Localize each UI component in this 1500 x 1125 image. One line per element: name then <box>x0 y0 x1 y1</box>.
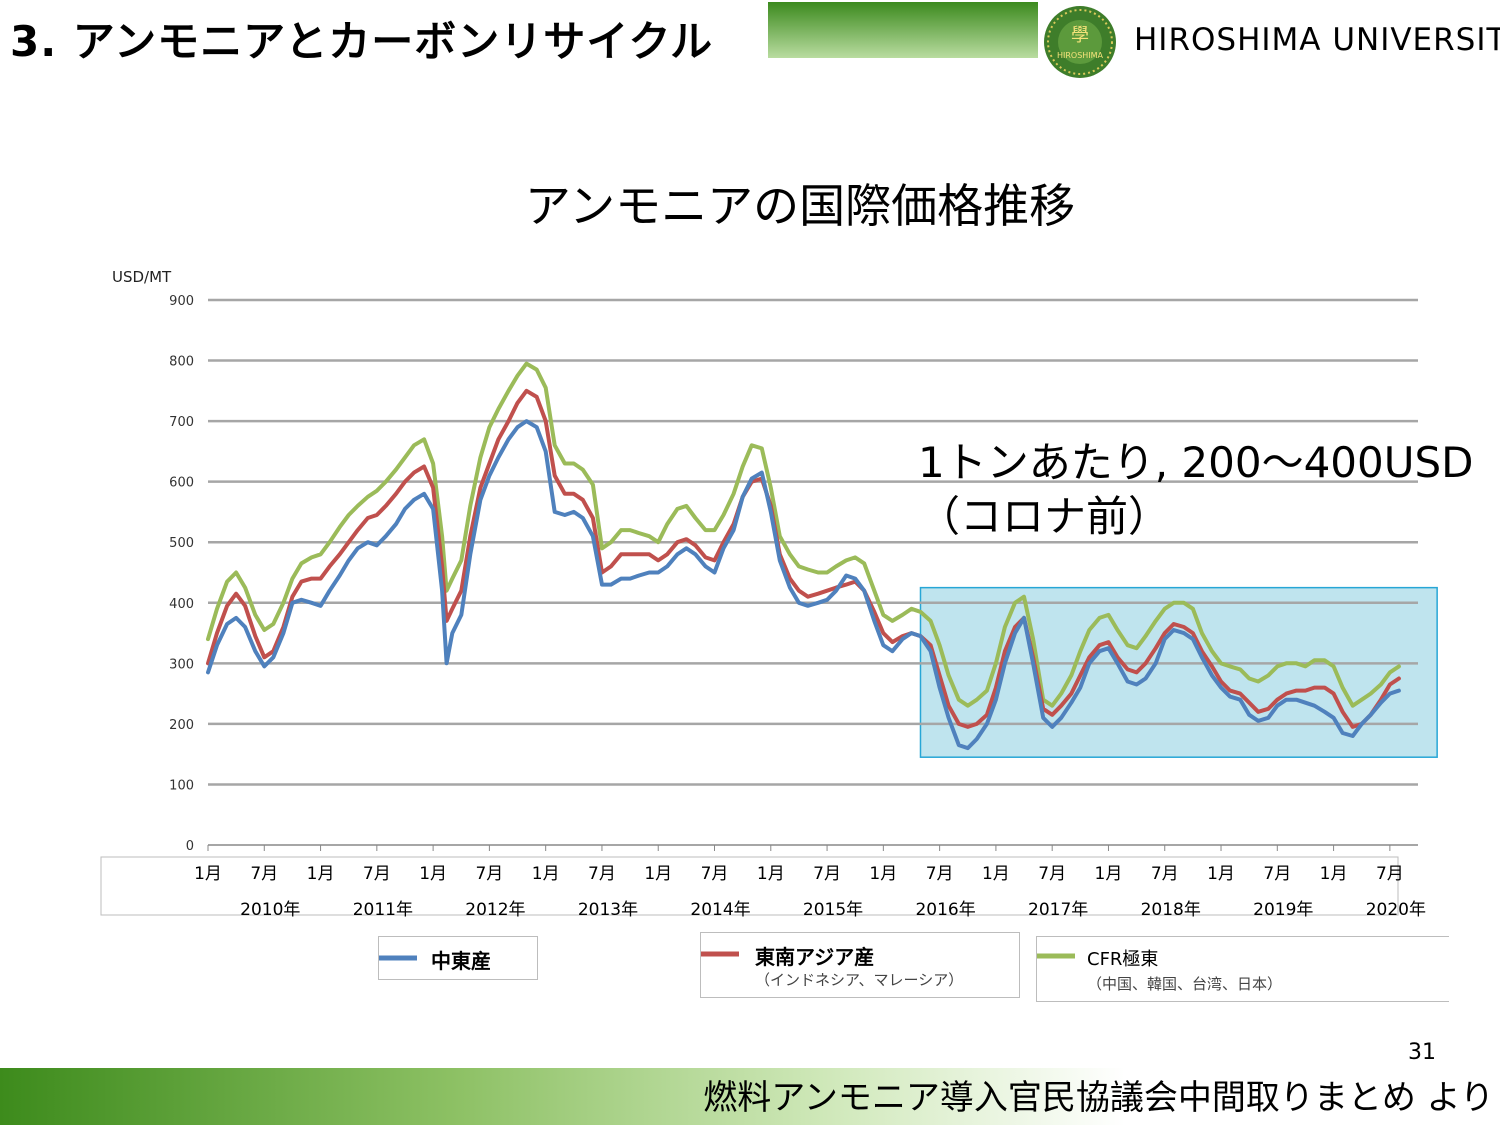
price-annotation: 1トンあたり, 200～400USD （コロナ前） <box>918 436 1474 544</box>
y-tick-label: 400 <box>169 597 194 612</box>
y-tick-label: 500 <box>169 536 194 551</box>
legend-item-middle-east: 中東産 <box>378 936 538 980</box>
x-month-label: 7月 <box>1151 864 1179 884</box>
x-month-label: 1月 <box>532 864 560 884</box>
page-number: 31 <box>1408 1040 1436 1065</box>
logo-character: 學 <box>1071 25 1089 46</box>
university-logo: 學 HIROSHIMA <box>1044 6 1116 78</box>
x-month-label: 7月 <box>250 864 278 884</box>
series-line <box>206 388 1401 729</box>
x-month-label: 7月 <box>813 864 841 884</box>
x-month-label: 1月 <box>982 864 1010 884</box>
x-month-label: 7月 <box>701 864 729 884</box>
x-month-label: 7月 <box>588 864 616 884</box>
header-accent-bar <box>768 2 1038 58</box>
y-tick-label: 700 <box>169 415 194 430</box>
legend-label: 東南アジア産 <box>755 945 875 969</box>
x-year-label: 2015年 <box>803 900 863 920</box>
x-month-label: 1月 <box>869 864 897 884</box>
x-month-label: 1月 <box>1320 864 1348 884</box>
x-year-label: 2014年 <box>690 900 750 920</box>
legend-swatch <box>379 955 417 961</box>
legend-label: 中東産 <box>431 949 491 973</box>
x-month-label: 1月 <box>419 864 447 884</box>
logo-wordmark: HIROSHIMA <box>1057 51 1104 60</box>
x-year-label: 2018年 <box>1141 900 1201 920</box>
y-tick-label: 0 <box>186 839 194 854</box>
x-month-label: 1月 <box>644 864 672 884</box>
x-month-label: 7月 <box>363 864 391 884</box>
x-year-label: 2020年 <box>1366 900 1426 920</box>
y-tick-label: 600 <box>169 476 194 491</box>
annotation-line-1: 1トンあたり, 200～400USD <box>918 438 1474 487</box>
chart-title: アンモニアの国際価格推移 <box>524 179 1076 233</box>
legend-swatch <box>1037 953 1075 959</box>
x-year-label: 2010年 <box>240 900 300 920</box>
series-line <box>206 419 1401 751</box>
x-month-label: 7月 <box>1038 864 1066 884</box>
footer-bar <box>0 1068 1500 1125</box>
y-tick-label: 900 <box>169 294 194 309</box>
y-tick-label: 200 <box>169 718 194 733</box>
x-month-label: 7月 <box>926 864 954 884</box>
x-year-label: 2011年 <box>353 900 413 920</box>
source-note: 燃料アンモニア導入官民協議会中間取りまとめ より <box>703 1078 1494 1118</box>
annotation-line-2: （コロナ前） <box>918 492 1171 541</box>
price-chart: 0 100 200 300 400 500 600 700 800 900 USD/MT 1月 7月 1月… <box>100 268 1438 920</box>
legend-item-southeast-asia: 東南アジア産 （インドネシア、マレーシア） <box>700 932 1020 998</box>
x-label-frame <box>100 856 1399 916</box>
university-name: HIROSHIMA UNIVERSITY <box>1134 22 1500 58</box>
y-tick-label: 300 <box>169 657 194 672</box>
legend-swatch <box>701 951 739 957</box>
y-axis-label: USD/MT <box>112 268 172 286</box>
y-tick-label: 800 <box>169 355 194 370</box>
legend-label: CFR極東 <box>1087 949 1159 970</box>
legend-sublabel: （中国、韓国、台湾、日本） <box>1087 975 1283 993</box>
x-year-label: 2017年 <box>1028 900 1088 920</box>
x-month-label: 1月 <box>757 864 785 884</box>
highlight-box <box>919 586 1438 758</box>
series-line <box>206 361 1401 708</box>
x-month-label: 7月 <box>1376 864 1404 884</box>
y-tick-label: 100 <box>169 778 194 793</box>
x-year-label: 2012年 <box>465 900 525 920</box>
x-year-label: 2016年 <box>915 900 975 920</box>
legend-item-cfr-far-east: CFR極東 （中国、韓国、台湾、日本） <box>1036 936 1449 1002</box>
legend-sublabel: （インドネシア、マレーシア） <box>755 971 964 989</box>
x-month-label: 1月 <box>307 864 335 884</box>
x-year-label: 2019年 <box>1253 900 1313 920</box>
x-month-label: 1月 <box>194 864 222 884</box>
x-month-label: 1月 <box>1207 864 1235 884</box>
section-title: 3. アンモニアとカーボンリサイクル <box>10 17 714 66</box>
x-month-label: 7月 <box>1263 864 1291 884</box>
x-month-label: 1月 <box>1095 864 1123 884</box>
x-year-label: 2013年 <box>578 900 638 920</box>
x-month-label: 7月 <box>475 864 503 884</box>
